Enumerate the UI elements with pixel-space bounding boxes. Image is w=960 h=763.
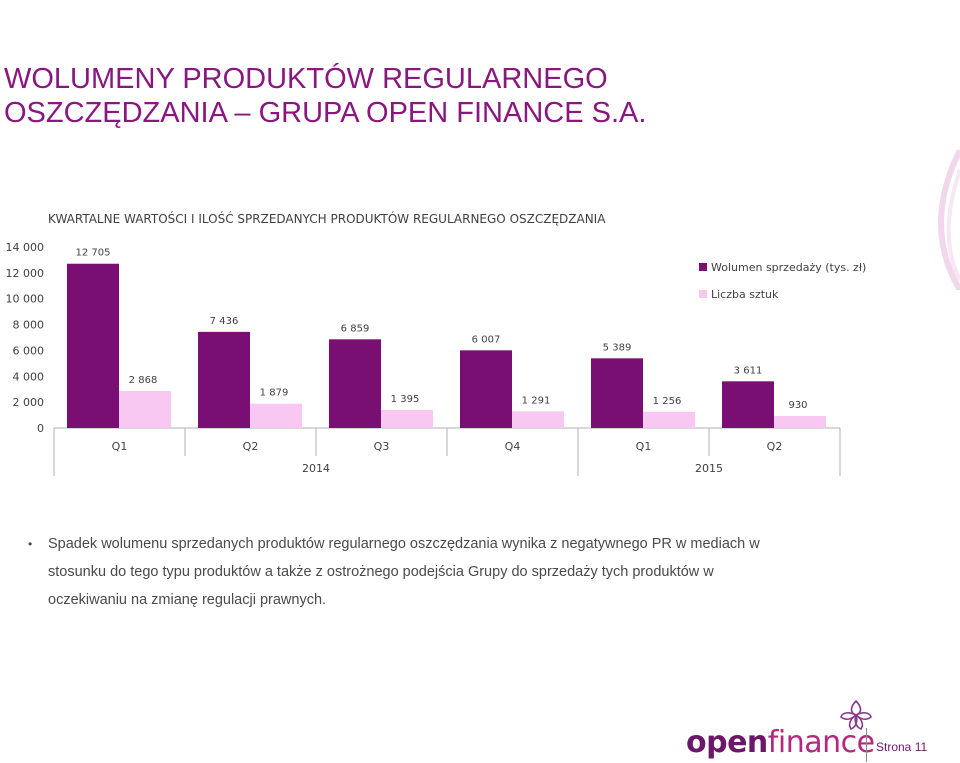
x-tick-label: Q4: [505, 440, 521, 453]
bullet-text: Spadek wolumenu sprzedanych produktów re…: [48, 536, 760, 608]
legend-swatch: [699, 290, 707, 298]
page-number: Strona 11: [876, 740, 928, 754]
data-label-volume: 7 436: [210, 316, 239, 327]
x-tick-label: Q3: [374, 440, 390, 453]
bar-volume: [591, 358, 643, 428]
x-tick-label: Q2: [243, 440, 259, 453]
data-label-count: 2 868: [129, 375, 158, 386]
bullet-marker: •: [28, 537, 33, 551]
data-label-count: 1 291: [522, 395, 551, 406]
bar-count: [250, 403, 302, 428]
data-label-volume: 6 007: [472, 334, 501, 345]
data-label-volume: 5 389: [603, 342, 632, 353]
x-group-label: 2014: [302, 462, 330, 475]
logo-open-text: open: [686, 725, 768, 760]
bar-volume: [329, 339, 381, 428]
x-tick-label: Q1: [112, 440, 128, 453]
y-tick-label: 0: [37, 422, 44, 435]
y-tick-label: 6 000: [13, 344, 45, 357]
slide-title-line-2: OSZCZĘDZANIA – GRUPA OPEN FINANCE S.A.: [4, 97, 647, 129]
corner-decoration: [938, 150, 960, 290]
legend-label: Liczba sztuk: [711, 288, 779, 301]
bar-count: [774, 415, 826, 428]
y-tick-label: 2 000: [13, 396, 45, 409]
bar-volume: [460, 350, 512, 428]
y-tick-label: 12 000: [6, 267, 45, 280]
bar-chart: KWARTALNE WARTOŚCI I ILOŚĆ SPRZEDANYCH P…: [6, 211, 866, 476]
data-label-volume: 3 611: [734, 365, 763, 376]
bar-volume: [722, 381, 774, 428]
data-label-volume: 6 859: [341, 323, 370, 334]
bullet-item: • Spadek wolumenu sprzedanych produktów …: [28, 530, 788, 614]
logo-finance-text: finance: [767, 725, 875, 760]
bar-volume: [198, 331, 250, 428]
legend-swatch: [699, 263, 707, 271]
data-label-count: 1 879: [260, 388, 289, 399]
data-label-count: 1 395: [391, 394, 420, 405]
y-tick-label: 14 000: [6, 241, 45, 254]
bar-count: [643, 411, 695, 428]
data-label-count: 1 256: [653, 396, 682, 407]
bullet-list: • Spadek wolumenu sprzedanych produktów …: [28, 530, 788, 614]
y-tick-label: 10 000: [6, 293, 45, 306]
x-tick-label: Q1: [636, 440, 652, 453]
data-label-count: 930: [788, 400, 807, 411]
slide-title: WOLUMENY PRODUKTÓW REGULARNEGO OSZCZĘDZA…: [4, 62, 904, 130]
legend-label: Wolumen sprzedaży (tys. zł): [711, 261, 866, 274]
chart-title: KWARTALNE WARTOŚCI I ILOŚĆ SPRZEDANYCH P…: [48, 211, 606, 226]
data-label-volume: 12 705: [76, 248, 111, 259]
y-tick-label: 8 000: [13, 319, 45, 332]
bar-volume: [67, 263, 119, 428]
slide-title-line-1: WOLUMENY PRODUKTÓW REGULARNEGO: [4, 63, 608, 95]
y-tick-label: 4 000: [13, 370, 45, 383]
footer-divider: [866, 728, 867, 762]
flower-logo-icon: [840, 699, 872, 730]
bar-count: [512, 411, 564, 428]
x-tick-label: Q2: [767, 440, 783, 453]
x-group-label: 2015: [695, 462, 723, 475]
bar-count: [381, 409, 433, 428]
bar-count: [119, 390, 171, 428]
open-finance-logo: openfinance: [686, 725, 875, 761]
